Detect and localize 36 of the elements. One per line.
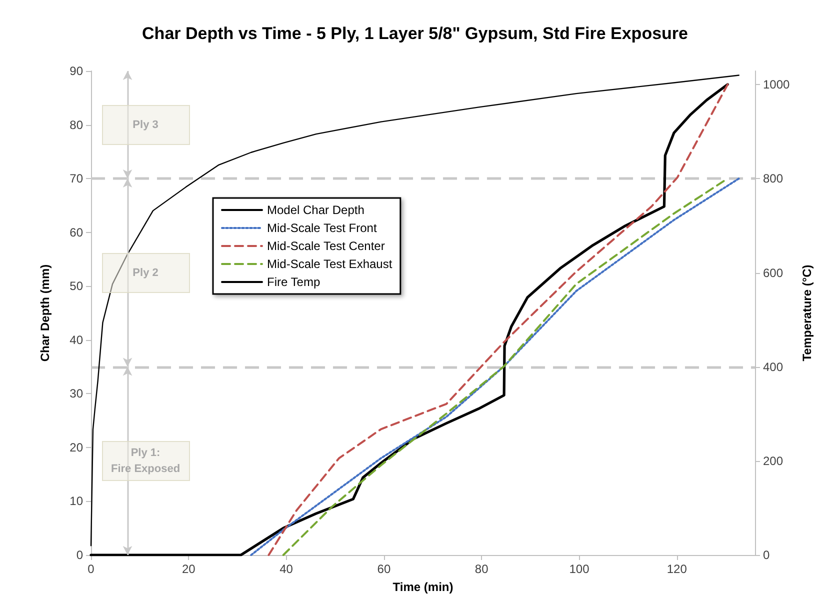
y2-tick-label: 0 (763, 548, 770, 562)
x-tick-label: 80 (474, 562, 489, 576)
y2-axis-title: Temperature (°C) (800, 264, 814, 362)
y-tick-label: 80 (70, 118, 84, 132)
y2-tick-label: 1000 (763, 78, 790, 92)
y-tick-label: 10 (70, 494, 84, 508)
y-tick-label: 40 (70, 332, 84, 347)
y-tick-label: 60 (70, 225, 84, 240)
x-tick-label: 20 (182, 562, 196, 576)
y-tick-label: 50 (70, 279, 84, 294)
annotation: Ply 2 (132, 266, 160, 281)
legend-label: Mid-Scale Test Exhaust (267, 257, 393, 271)
y-axis-title: Char Depth (mm) (38, 264, 52, 362)
y2-tick-label: 400 (763, 360, 784, 374)
annotation: Ply 1: Fire Exposed (110, 446, 182, 477)
x-tick-label: 60 (377, 562, 391, 576)
y-tick-label: 0 (76, 548, 84, 562)
y-tick-label: 20 (70, 440, 84, 454)
x-tick-label: 40 (280, 562, 294, 576)
x-tick-label: 120 (666, 562, 688, 576)
x-tick-label: 100 (569, 562, 590, 576)
x-tick-label: 0 (88, 562, 95, 576)
y-tick-label: 30 (70, 386, 84, 401)
x-axis-title: Time (min) (392, 580, 454, 594)
legend-label: Mid-Scale Test Front (267, 221, 378, 235)
y2-tick-label: 600 (763, 266, 784, 280)
y2-tick-label: 200 (763, 454, 784, 468)
line-series (268, 83, 729, 556)
legend-label: Fire Temp (267, 275, 320, 289)
chart-title: Char Depth vs Time - 5 Ply, 1 Layer 5/8" Gypsum, Std Fire Exposure (142, 24, 688, 43)
y-tick-label: 70 (70, 172, 84, 186)
annotation: Ply 3 (132, 118, 160, 133)
y-tick-label: 90 (70, 64, 84, 78)
y2-tick-label: 800 (763, 172, 784, 186)
legend-label: Model Char Depth (267, 203, 364, 217)
legend-label: Mid-Scale Test Center (267, 239, 385, 253)
